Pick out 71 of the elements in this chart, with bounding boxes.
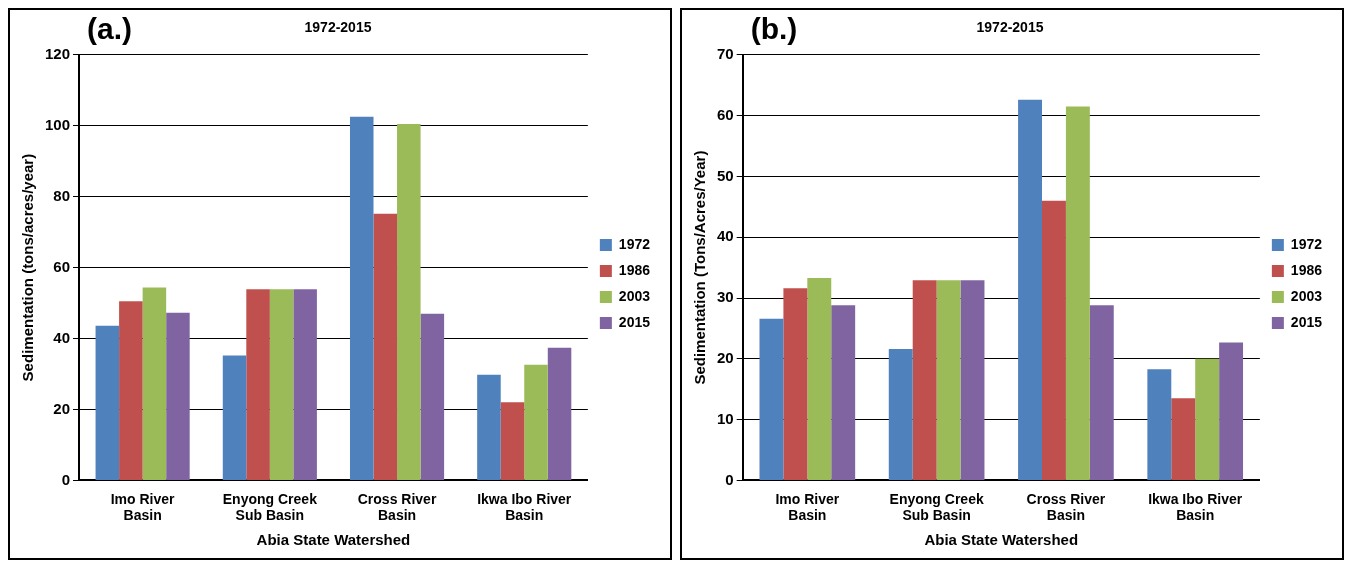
x-tick-label: Cross River Basin (357, 490, 437, 524)
y-axis-title: Sedimentation (tons/acres/year) (19, 153, 37, 382)
chart-title: 1972-2015 (976, 19, 1044, 36)
y-tick-label: 10 (717, 409, 734, 427)
bar (1171, 398, 1196, 480)
legend-label: 1972 (618, 235, 651, 252)
text: (a.) (87, 12, 133, 46)
legend-label: 2015 (1290, 313, 1323, 330)
bar (349, 116, 374, 480)
bar (420, 313, 445, 480)
bar (500, 402, 525, 480)
x-tick-label: Cross River Basin (1026, 490, 1106, 524)
bar (912, 280, 937, 480)
bar (1219, 342, 1244, 480)
text: (b.) (750, 12, 798, 46)
bar (1147, 369, 1172, 480)
bar (759, 318, 784, 480)
x-tick-label: Enyong Creek Sub Basin (222, 490, 318, 524)
bar (119, 301, 143, 480)
y-tick-label: 60 (717, 105, 734, 123)
bar (1042, 200, 1066, 480)
y-tick-label: 0 (61, 470, 71, 488)
y-tick-label: 20 (717, 348, 734, 366)
bar (936, 280, 961, 480)
x-tick-label: Enyong Creek Sub Basin (889, 490, 984, 524)
y-tick-label: 80 (53, 186, 71, 204)
bar (477, 374, 501, 480)
y-tick-label: 100 (45, 115, 71, 133)
x-tick-label: Ikwa Ibo River Basin (1148, 490, 1243, 524)
legend-label: 1986 (1290, 261, 1323, 278)
bar (1065, 106, 1090, 480)
y-tick-label: 50 (717, 166, 734, 184)
y-tick-label: 0 (725, 470, 734, 488)
x-tick-label: Imo River Basin (110, 490, 176, 524)
bar (166, 312, 190, 480)
bar (373, 213, 398, 480)
bar (888, 349, 913, 480)
bar (783, 288, 808, 480)
bar (1018, 99, 1042, 480)
bar (397, 123, 421, 480)
y-tick-label: 30 (717, 288, 734, 306)
y-tick-label: 40 (53, 328, 71, 346)
bar (807, 277, 832, 480)
bar (95, 325, 120, 480)
bar (142, 287, 167, 480)
x-axis-title: Abia State Watershed (256, 531, 411, 549)
x-tick-label: Ikwa Ibo River Basin (477, 490, 572, 524)
bar (524, 364, 548, 480)
bar (1089, 305, 1114, 480)
y-tick-label: 40 (717, 227, 734, 245)
legend-label: 2003 (618, 287, 651, 304)
bar (246, 289, 270, 480)
bar (1195, 358, 1220, 480)
bar (293, 289, 317, 480)
y-axis-title: Sedimentation (Tons/Acres/Year) (691, 150, 709, 385)
bar (831, 305, 856, 480)
x-tick-label: Imo River Basin (775, 490, 840, 524)
bar (547, 347, 572, 480)
y-tick-label: 70 (717, 44, 734, 62)
legend-label: 2003 (1290, 287, 1323, 304)
y-tick-label: 20 (53, 399, 71, 417)
legend-label: 1972 (1290, 235, 1323, 252)
x-axis-title: Abia State Watershed (924, 531, 1079, 549)
legend-label: 1986 (618, 261, 651, 278)
legend-label: 2015 (618, 313, 651, 330)
bar (222, 355, 247, 480)
y-tick-label: 120 (45, 44, 71, 62)
bar (960, 280, 985, 480)
chart-title: 1972-2015 (304, 19, 372, 36)
y-tick-label: 60 (53, 257, 71, 275)
bar (269, 289, 294, 480)
